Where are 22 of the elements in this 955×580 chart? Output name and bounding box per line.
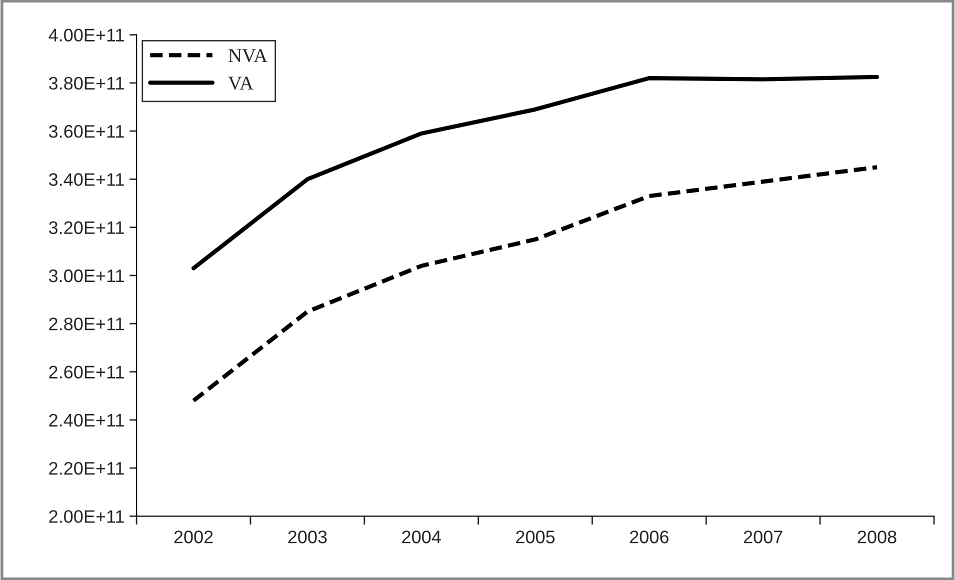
line-series <box>191 74 880 270</box>
y-tick-label: 3.40E+11 <box>48 173 124 186</box>
x-tick-label: 2008 <box>858 530 896 544</box>
y-tick-label: 4.00E+11 <box>48 28 124 42</box>
y-tick-label: 2.20E+11 <box>49 462 124 475</box>
y-tick-label: 3.00E+11 <box>48 269 124 282</box>
x-tick-label: 2005 <box>516 530 555 544</box>
x-tick-label: 2004 <box>402 530 441 544</box>
x-tick-label: 2007 <box>744 530 782 544</box>
y-tick-label: 2.00E+11 <box>49 510 124 523</box>
y-tick-label: 2.60E+11 <box>49 366 124 378</box>
x-tick-label: 2006 <box>630 530 668 544</box>
line-series <box>191 165 880 403</box>
y-tick-label: 2.80E+11 <box>49 318 124 330</box>
legend-label: NVA <box>228 49 268 62</box>
y-tick-label: 3.20E+11 <box>48 221 124 234</box>
y-tick-label: 3.80E+11 <box>48 76 124 90</box>
x-tick-label: 2002 <box>174 530 213 544</box>
y-tick-label: 2.40E+11 <box>49 414 124 427</box>
x-tick-label: 2003 <box>288 530 327 544</box>
legend-label: VA <box>228 76 254 90</box>
y-tick-label: 3.60E+11 <box>48 125 124 138</box>
